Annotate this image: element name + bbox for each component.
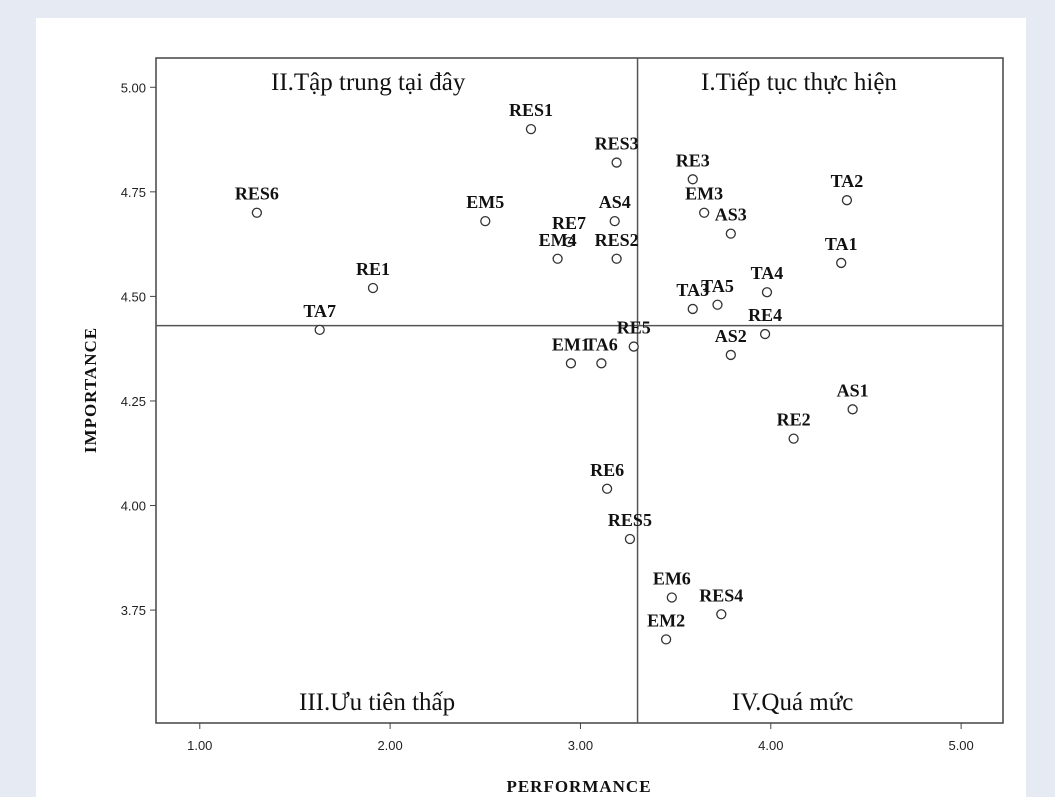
data-point-res2 (611, 253, 622, 264)
y-tick-label: 3.75 (121, 603, 146, 618)
y-tick-label: 4.75 (121, 185, 146, 200)
point-label-em1: EM1 (552, 334, 590, 354)
quadrant-label-bottom-right: IV.Quá mức (732, 689, 853, 716)
point-label-em5: EM5 (466, 192, 504, 212)
data-points (251, 123, 858, 645)
data-point-ta5 (712, 299, 723, 310)
data-point-res1 (525, 123, 537, 135)
data-point-em3 (699, 207, 710, 218)
data-point-re6 (601, 483, 613, 494)
point-label-ta4: TA4 (751, 263, 784, 283)
point-label-ta3: TA3 (676, 280, 709, 300)
data-point-em2 (660, 634, 672, 645)
point-label-as4: AS4 (599, 192, 631, 212)
point-label-res5: RES5 (608, 510, 652, 530)
data-point-em6 (666, 592, 677, 603)
scatter-chart: 1.00 2.00 3.00 4.00 5.00 3.75 4.00 4.25 4.50 4.7… (81, 57, 1004, 796)
data-point-ta4 (761, 287, 773, 298)
data-point-re5 (628, 341, 639, 352)
x-tick-label: 5.00 (948, 738, 973, 753)
point-label-as1: AS1 (837, 380, 869, 400)
point-label-re6: RE6 (590, 460, 624, 480)
y-axis-title: IMPORTANCE (81, 327, 100, 453)
data-point-re1 (367, 282, 379, 294)
data-point-as3 (725, 228, 736, 239)
data-point-ta7 (314, 324, 325, 336)
data-point-ta1 (836, 257, 847, 269)
x-tick-label: 4.00 (758, 738, 783, 753)
point-label-re7: RE7 (552, 213, 586, 233)
y-tick-label: 4.50 (121, 289, 146, 304)
x-tick-label: 2.00 (377, 738, 402, 753)
point-label-res4: RES4 (699, 585, 743, 605)
data-point-as1 (847, 404, 858, 415)
point-label-res2: RES2 (595, 230, 639, 250)
x-tick-label: 3.00 (568, 738, 593, 753)
point-label-em3: EM3 (685, 184, 723, 204)
point-label-ta5: TA5 (701, 276, 734, 296)
data-point-ta2 (841, 195, 853, 206)
quadrant-label-top-right: I.Tiếp tục thực hiện (701, 69, 897, 96)
data-point-res5 (624, 533, 636, 545)
data-point-as2 (725, 349, 736, 361)
point-label-re2: RE2 (777, 410, 811, 430)
x-axis-title: PERFORMANCE (506, 777, 651, 796)
y-tick-label: 4.00 (121, 499, 146, 514)
data-point-re2 (788, 433, 799, 444)
data-point-em5 (480, 215, 491, 227)
data-point-em4 (552, 253, 563, 264)
chart-panel: 1.00 2.00 3.00 4.00 5.00 3.75 4.00 4.25 4.50 4.7… (36, 18, 1026, 797)
data-point-re3 (687, 174, 698, 185)
data-point-res3 (611, 157, 622, 168)
point-label-res6: RES6 (235, 184, 279, 204)
data-point-res4 (716, 609, 727, 620)
y-axis: 3.75 4.00 4.25 4.50 4.75 5.00 (121, 80, 156, 618)
data-point-ta3 (687, 303, 698, 315)
point-label-as2: AS2 (715, 326, 747, 346)
point-label-ta7: TA7 (303, 301, 336, 321)
point-label-re4: RE4 (748, 305, 782, 325)
x-axis: 1.00 2.00 3.00 4.00 5.00 (187, 723, 974, 753)
quadrant-label-top-left: II.Tập trung tại đây (271, 69, 466, 96)
data-point-res6 (251, 207, 263, 218)
point-label-res3: RES3 (595, 134, 639, 154)
point-label-em6: EM6 (653, 569, 691, 589)
point-label-as3: AS3 (715, 205, 747, 225)
data-point-em1 (565, 358, 577, 369)
point-label-em4: EM4 (539, 230, 577, 250)
point-label-ta1: TA1 (825, 234, 858, 254)
data-point-ta6 (596, 358, 607, 369)
point-label-ta6: TA6 (585, 334, 618, 354)
point-label-res1: RES1 (509, 100, 553, 120)
point-label-ta2: TA2 (831, 171, 864, 191)
reference-lines (156, 58, 1003, 723)
data-point-re4 (759, 328, 771, 340)
quadrant-label-bottom-left: III.Ưu tiên thấp (299, 689, 455, 716)
point-label-re1: RE1 (356, 259, 390, 279)
y-tick-label: 5.00 (121, 80, 146, 95)
point-label-re5: RE5 (617, 318, 651, 338)
data-point-as4 (609, 215, 620, 227)
point-label-re3: RE3 (676, 150, 710, 170)
x-tick-label: 1.00 (187, 738, 212, 753)
point-label-em2: EM2 (647, 610, 685, 630)
y-tick-label: 4.25 (121, 394, 146, 409)
plot-area-frame (155, 57, 1004, 724)
data-point-re7 (563, 236, 575, 248)
